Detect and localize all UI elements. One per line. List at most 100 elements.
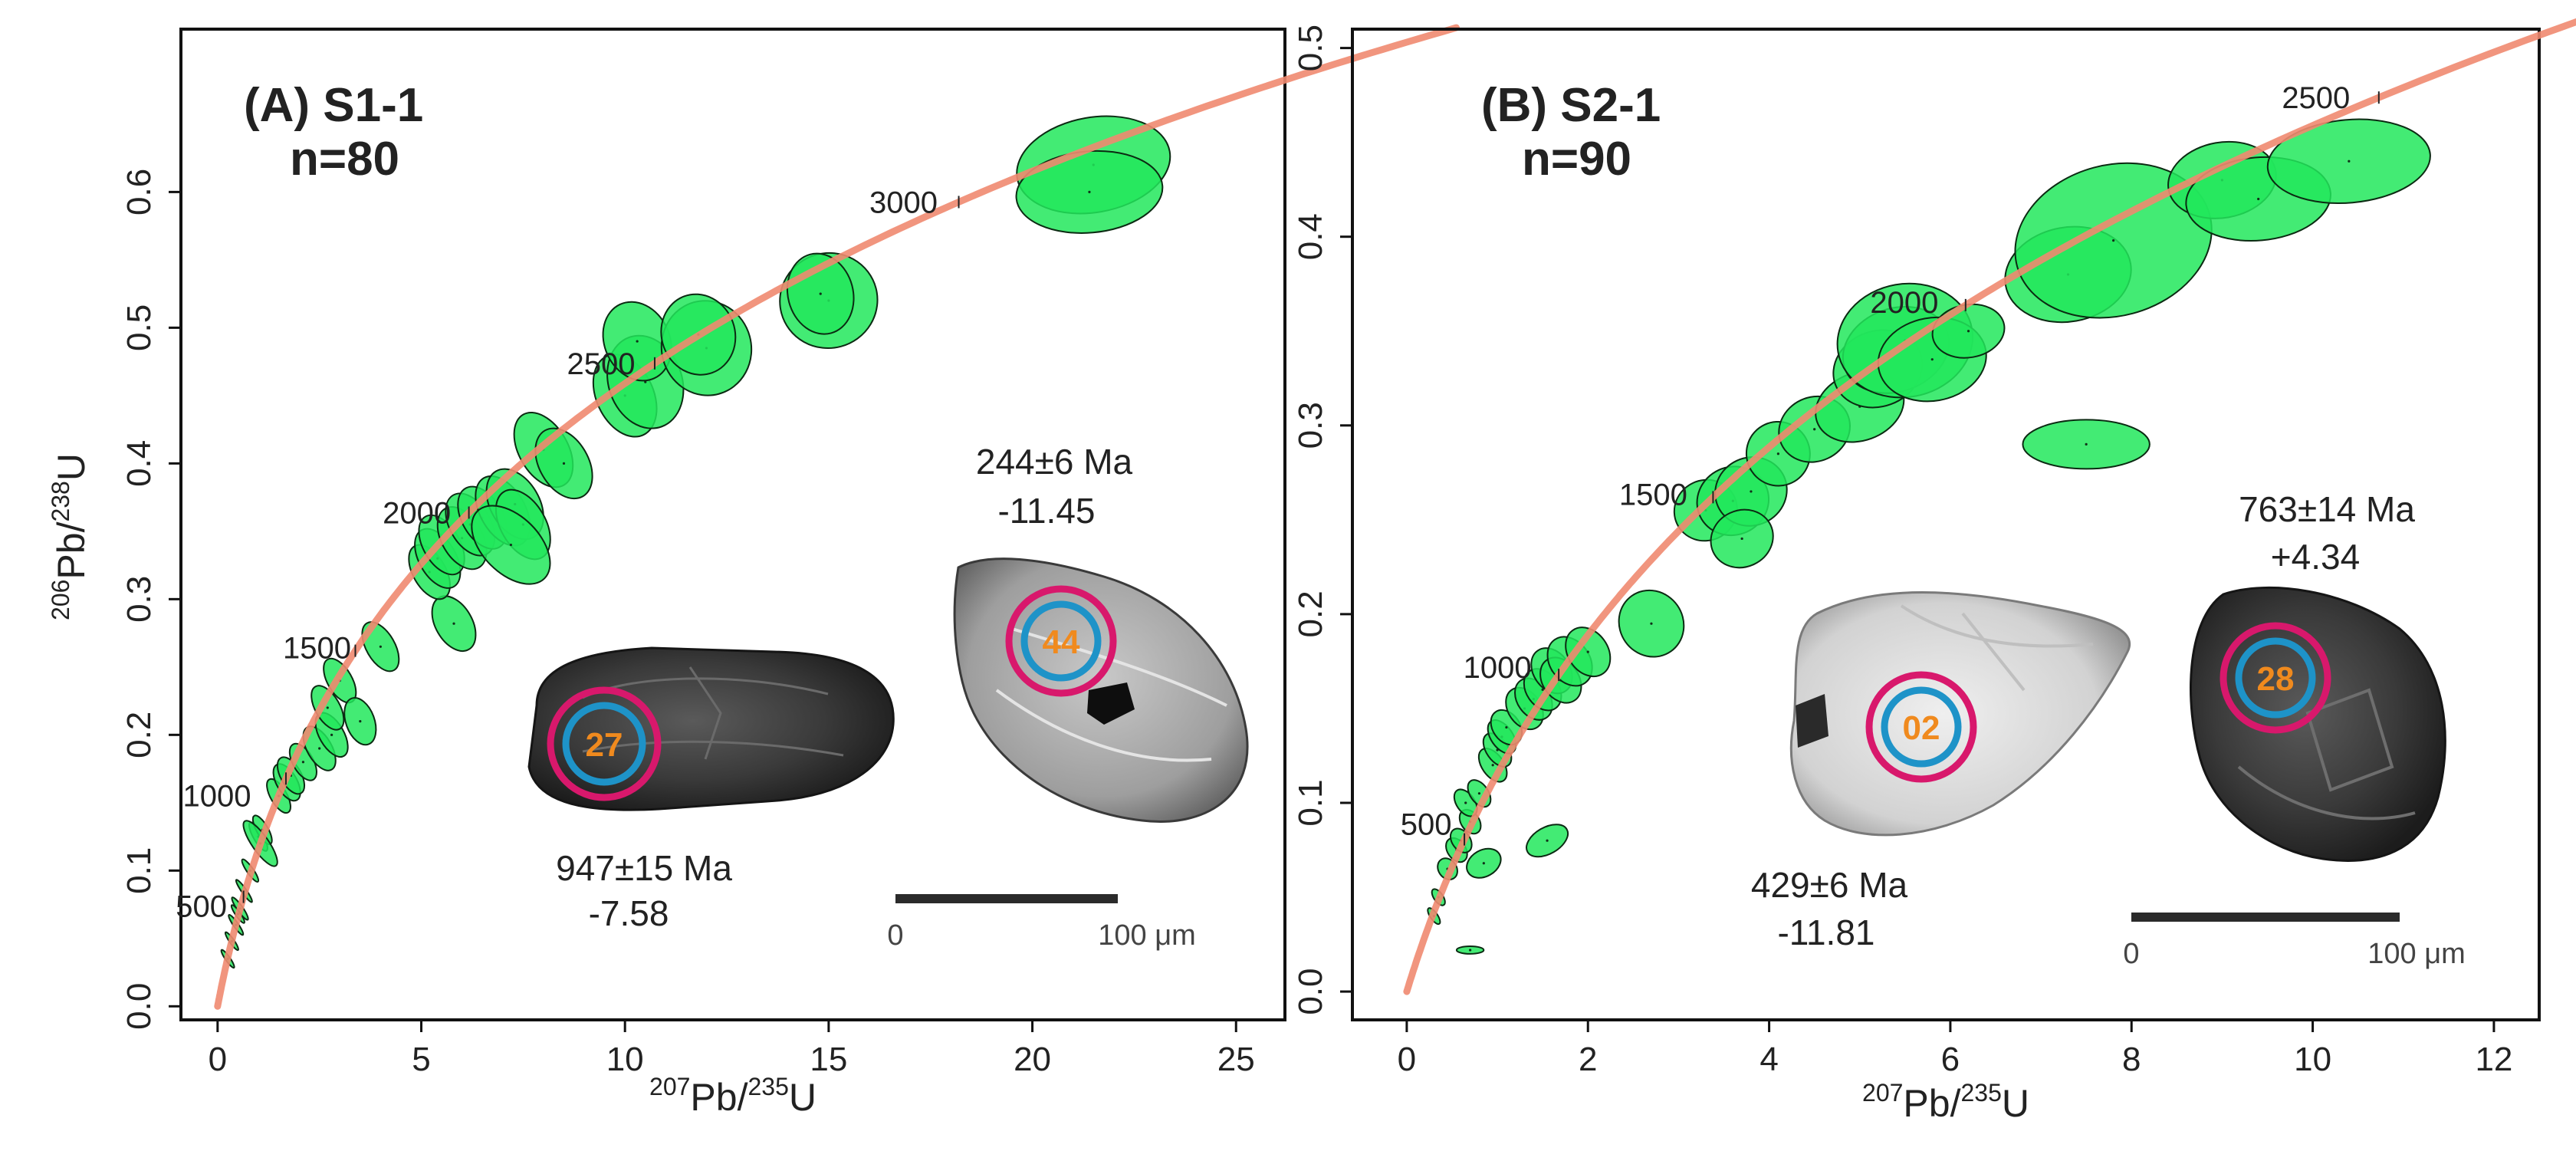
analysis-ring-outer-27 — [547, 686, 662, 801]
x-axis-ticks-a: 0 5 10 15 20 25 — [209, 1020, 1255, 1078]
grain-image-28 — [2190, 587, 2446, 862]
ellipse-center — [1088, 190, 1091, 193]
sample-count-b: n=90 — [1522, 133, 1631, 186]
y-tick-label: 0.3 — [1292, 402, 1329, 449]
sample-count-a: n=80 — [290, 133, 399, 186]
analysis-ring-inner-27 — [562, 702, 646, 786]
y-axis-ticks-a: 0.0 0.1 0.2 0.3 0.4 0.5 0.6 — [120, 169, 181, 1030]
ellipse-group-b — [1427, 118, 2431, 955]
zircon-grain-27: 27 — [527, 646, 895, 811]
ellipse-center — [562, 462, 566, 465]
analysis-ring-outer-28 — [2220, 622, 2331, 734]
scale-end-b: 100 μm — [2367, 938, 2466, 970]
ellipse-center — [1930, 358, 1934, 361]
concordia-curve-b — [1403, 18, 2576, 995]
ellipse-center — [1813, 428, 1816, 431]
plot-frame-b — [1351, 28, 2541, 1021]
grain-age-27: 947±15 Ma — [556, 848, 732, 888]
grain-value-44: -11.45 — [997, 491, 1095, 531]
concordia-age-label: 1500 — [283, 632, 351, 666]
concordia-labels-a: 500 1000 1500 2000 2500 3000 — [176, 186, 960, 924]
ellipse-center — [2112, 239, 2115, 242]
grain-value-28: +4.34 — [2271, 537, 2360, 577]
grain-age-44: 244±6 Ma — [976, 442, 1133, 482]
x-axis-label-b: 207Pb/235U — [1862, 1079, 2029, 1125]
concordia-age-label: 1000 — [182, 779, 251, 813]
grain-inclusion-44 — [1087, 682, 1135, 725]
ellipse-center — [318, 747, 321, 750]
ellipse-center — [1491, 764, 1494, 767]
zircon-grain-44: 44 — [953, 557, 1249, 823]
grain-dark-rim-02 — [1796, 694, 1829, 748]
y-tick-label: 0.1 — [120, 847, 158, 894]
analysis-ring-inner-44 — [1020, 600, 1102, 682]
ellipse-center — [2348, 159, 2351, 163]
concordia-curve-a — [214, 24, 1460, 1010]
concordia-age-label: 1500 — [1619, 478, 1687, 511]
grain-age-28: 763±14 Ma — [2239, 489, 2415, 529]
concordia-age-label: 1000 — [1464, 651, 1532, 685]
ellipse-center — [636, 340, 639, 343]
analysis-ring-inner-02 — [1881, 686, 1962, 768]
scale-end-a: 100 μm — [1098, 919, 1196, 952]
x-tick-label: 10 — [2294, 1041, 2331, 1078]
analysis-ring-outer-02 — [1865, 671, 1977, 783]
grain-image-02 — [1789, 591, 2131, 837]
concordia-age-label: 500 — [1401, 808, 1452, 842]
x-tick-label: 15 — [810, 1041, 847, 1078]
ellipse-center — [326, 706, 329, 709]
zircon-grain-02: 02 — [1789, 591, 2131, 837]
y-tick-label: 0.0 — [1292, 968, 1329, 1015]
y-tick-label: 0.4 — [120, 440, 158, 487]
y-axis-label-a: 206Pb/238U — [47, 453, 93, 620]
y-tick-label: 0.1 — [1292, 779, 1329, 826]
x-tick-label: 0 — [1398, 1041, 1416, 1078]
x-tick-label: 5 — [412, 1041, 430, 1078]
ellipse-center — [1469, 949, 1472, 952]
y-tick-label: 0.5 — [120, 304, 158, 351]
analysis-ring-outer-44 — [1005, 585, 1117, 697]
y-tick-label: 0.5 — [1292, 25, 1329, 71]
zircon-grain-28: 28 — [2190, 587, 2446, 862]
ellipse-center — [1740, 537, 1743, 541]
spot-number-27: 27 — [586, 726, 623, 764]
x-tick-label: 2 — [1579, 1041, 1597, 1078]
scale-bar-a — [895, 894, 1118, 903]
ellipse-center — [1464, 801, 1467, 804]
spot-number-02: 02 — [1903, 709, 1940, 747]
y-tick-label: 0.4 — [1292, 213, 1329, 260]
spot-number-28: 28 — [2257, 660, 2295, 698]
ellipse-center — [1482, 862, 1485, 865]
analysis-ring-inner-28 — [2235, 637, 2316, 719]
concordia-age-label: 2500 — [2282, 81, 2350, 115]
grain-image-27 — [527, 646, 895, 811]
x-tick-label: 20 — [1014, 1041, 1051, 1078]
ellipse-center — [819, 292, 822, 295]
concordia-age-label: 500 — [176, 890, 227, 924]
x-axis-ticks-b: 0 2 4 6 8 10 12 — [1398, 1020, 2512, 1078]
x-axis-label-a: 207Pb/235U — [649, 1073, 816, 1119]
x-tick-label: 6 — [1941, 1041, 1960, 1078]
ellipse-center — [330, 733, 334, 736]
panel-title-b: (B) S2-1 — [1481, 79, 1661, 132]
x-tick-label: 25 — [1217, 1041, 1255, 1078]
grain-zoning-28 — [2237, 688, 2416, 820]
plot-frame-a — [179, 28, 1286, 1021]
ellipse-center — [2085, 442, 2088, 446]
concordia-age-label: 2000 — [1870, 286, 1938, 320]
grain-value-02: -11.81 — [1777, 913, 1875, 952]
concordia-labels-b: 500 1000 1500 2000 2500 — [1401, 81, 2380, 846]
grain-value-27: -7.58 — [589, 893, 669, 933]
ellipse-center — [1541, 688, 1544, 691]
ellipse-group-a — [220, 115, 1171, 969]
scale-bar-b — [2131, 913, 2400, 922]
ellipse-center — [1967, 330, 1970, 333]
concordia-age-label: 3000 — [869, 186, 938, 219]
ellipse-center — [1776, 452, 1779, 455]
ellipse-center — [2257, 197, 2260, 201]
y-tick-label: 0.2 — [120, 712, 158, 758]
x-tick-label: 12 — [2475, 1041, 2512, 1078]
